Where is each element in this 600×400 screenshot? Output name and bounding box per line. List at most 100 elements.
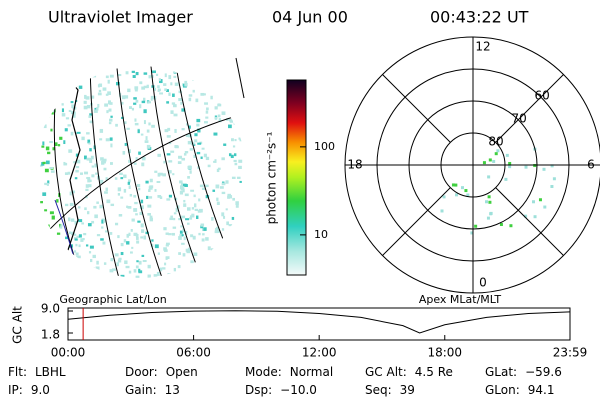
speckle	[185, 218, 190, 221]
speckle	[53, 258, 58, 263]
speckle	[87, 211, 90, 215]
speckle	[163, 83, 167, 86]
speckle	[200, 225, 204, 229]
info-label: Gain:	[125, 383, 157, 397]
speckle	[75, 84, 78, 87]
speckle	[226, 70, 230, 74]
info-label: GLon:	[485, 383, 520, 397]
speckle	[207, 164, 211, 168]
speckle	[133, 269, 137, 273]
speckle	[236, 176, 241, 179]
speckle	[73, 70, 78, 75]
speckle	[223, 271, 227, 275]
speckle	[182, 253, 186, 257]
speckle	[68, 149, 73, 153]
speckle	[41, 235, 45, 240]
speckle	[59, 136, 63, 140]
speckle	[131, 107, 135, 111]
speckle	[139, 205, 144, 210]
info-value: 94.1	[528, 383, 555, 397]
speckle	[229, 239, 233, 242]
info-field: IP: 9.0	[8, 383, 50, 397]
speckle	[80, 172, 83, 175]
speckle	[199, 184, 204, 188]
speckle	[231, 138, 234, 142]
speckle	[538, 198, 542, 202]
speckle	[43, 105, 47, 110]
speckle	[111, 268, 116, 271]
speckle	[87, 223, 92, 227]
speckle	[173, 212, 177, 215]
speckle	[63, 161, 66, 166]
speckle	[172, 173, 175, 176]
speckle	[171, 102, 176, 105]
speckle	[236, 87, 240, 90]
left-caption: Geographic Lat/Lon	[59, 293, 166, 306]
speckle	[120, 116, 124, 119]
speckle	[474, 224, 478, 228]
speckle	[65, 236, 69, 240]
speckle	[143, 85, 148, 89]
speckle	[92, 254, 96, 259]
speckle	[217, 229, 220, 233]
speckle	[489, 212, 493, 216]
speckle	[43, 237, 46, 241]
mlt-label: 12	[475, 40, 490, 54]
speckle	[106, 110, 109, 114]
speckle	[222, 70, 226, 73]
speckle	[129, 193, 133, 197]
speckle	[70, 254, 74, 257]
speckle	[70, 231, 75, 236]
speckle	[204, 121, 208, 124]
speckle	[509, 224, 513, 228]
speckle	[44, 276, 49, 278]
speckle	[198, 198, 201, 202]
speckle	[141, 100, 146, 104]
speckle	[217, 103, 221, 106]
speckle	[185, 123, 189, 126]
speckle	[89, 159, 93, 163]
speckle	[141, 86, 146, 90]
speckle	[210, 95, 213, 100]
speckle	[159, 92, 163, 95]
speckle	[203, 93, 206, 96]
speckle	[131, 218, 135, 222]
speckle	[202, 233, 205, 236]
speckle	[484, 200, 488, 204]
speckle	[68, 231, 72, 235]
speckle	[121, 95, 126, 100]
speckle	[233, 159, 237, 163]
speckle	[190, 75, 194, 79]
speckle	[55, 269, 60, 273]
speckle	[132, 75, 136, 78]
speckle	[119, 172, 123, 176]
speckle	[184, 193, 189, 197]
speckle	[181, 242, 185, 245]
speckle	[76, 235, 80, 238]
speckle	[99, 128, 104, 133]
speckle	[56, 199, 59, 203]
speckle	[148, 189, 151, 192]
speckle	[59, 223, 62, 228]
speckle	[235, 107, 240, 110]
speckle	[133, 194, 137, 198]
info-value: 13	[165, 383, 180, 397]
speckle	[237, 239, 241, 242]
info-field: Gain: 13	[125, 383, 180, 397]
speckle	[136, 260, 139, 263]
speckle	[151, 124, 155, 128]
speckle	[171, 232, 175, 236]
speckle	[213, 160, 216, 163]
speckle	[232, 145, 236, 148]
speckle	[185, 230, 188, 235]
speckle	[50, 170, 55, 173]
speckle	[181, 128, 185, 131]
speckle	[205, 110, 209, 114]
speckle	[203, 153, 207, 158]
speckle	[464, 189, 468, 193]
speckle	[217, 167, 221, 170]
speckle	[120, 251, 124, 256]
speckle	[64, 172, 69, 176]
speckle	[103, 262, 107, 265]
speckle	[42, 124, 47, 128]
